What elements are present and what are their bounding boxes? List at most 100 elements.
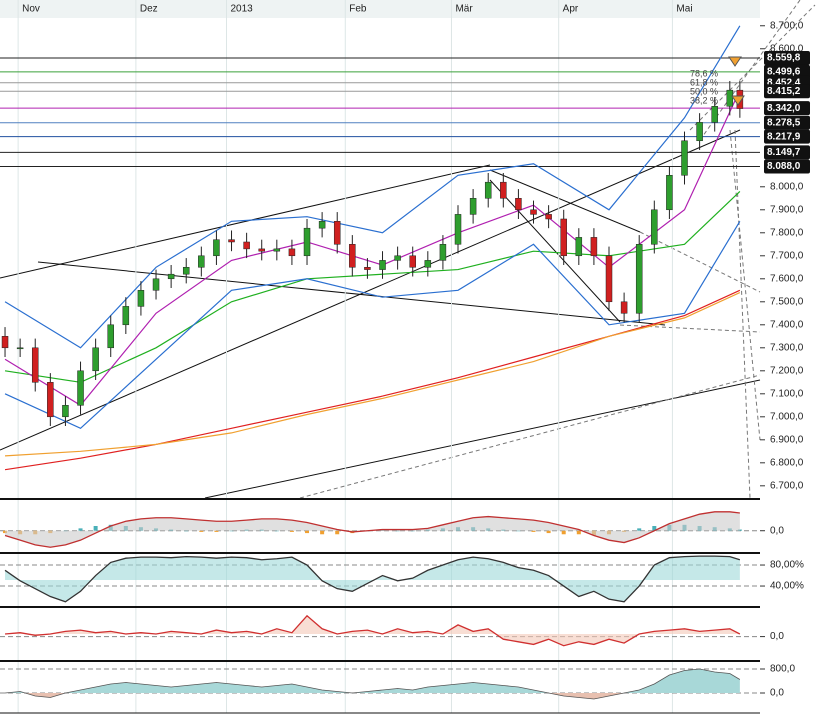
trend-line <box>639 231 761 293</box>
candle-body <box>530 209 537 215</box>
trend-line <box>299 374 761 499</box>
candle-body <box>182 267 190 275</box>
candle-body <box>258 248 265 252</box>
x-tick-label: Mai <box>676 4 692 15</box>
fib-label: 38,2 % <box>690 95 718 105</box>
y-tick-label: 80,00% <box>770 560 804 571</box>
y-tick-label: 7.700,0 <box>770 250 804 261</box>
candle-body <box>620 301 628 314</box>
fib-label: 61,8 % <box>690 77 718 87</box>
level-box <box>764 145 810 160</box>
fib-label: 78,6 % <box>690 68 718 78</box>
histogram-bar <box>516 530 521 532</box>
candle-body <box>318 221 326 229</box>
trend-line <box>0 129 741 451</box>
indicator-line <box>4 292 741 457</box>
level-label: 8.342,0 <box>767 103 801 114</box>
candle-body <box>696 122 703 142</box>
candle-body <box>213 239 220 257</box>
candle-body <box>92 347 99 372</box>
fib-label: 50,0 % <box>690 86 718 96</box>
histogram-bar <box>637 528 642 531</box>
histogram-bar <box>531 530 536 532</box>
candle-body <box>16 347 24 350</box>
histogram-bar <box>320 530 325 535</box>
histogram-bar <box>576 530 581 535</box>
marker <box>731 95 745 106</box>
indicator-line <box>4 220 741 430</box>
level-box <box>764 84 810 99</box>
candle-body <box>303 227 311 257</box>
candle-body <box>333 221 341 245</box>
candle-body <box>47 382 54 418</box>
trend-line <box>734 129 751 499</box>
y-tick-label: 8.600,0 <box>770 43 804 54</box>
x-tick-label: Mär <box>455 4 473 15</box>
level-label: 8.559,8 <box>767 53 801 64</box>
candle-body <box>711 106 718 123</box>
x-tick-label: Dez <box>140 4 158 15</box>
y-tick-label: 7.500,0 <box>770 296 804 307</box>
level-box <box>764 101 810 116</box>
histogram-bar <box>184 530 189 532</box>
y-tick-label: 7.600,0 <box>770 273 804 284</box>
y-tick-label: 7.000,0 <box>770 411 804 422</box>
area-fill <box>5 668 740 694</box>
y-tick-label: 0,0 <box>770 688 784 699</box>
histogram-bar <box>395 530 400 532</box>
trend-line <box>729 129 761 441</box>
trend-lines <box>0 0 816 499</box>
level-label: 8.088,0 <box>767 161 801 172</box>
level-box <box>764 64 810 79</box>
histogram-bar <box>274 530 279 532</box>
trend-line <box>489 179 621 323</box>
level-label: 8.499,6 <box>767 66 801 77</box>
y-tick-label: 40,00% <box>770 581 804 592</box>
candle-body <box>137 290 145 307</box>
candle-body <box>409 255 416 268</box>
histogram-bar <box>561 530 566 535</box>
candle-body <box>500 181 507 199</box>
candle-body <box>726 89 734 107</box>
trend-line <box>37 261 666 326</box>
candle-body <box>545 214 552 220</box>
y-tick-label: 0,0 <box>770 525 784 536</box>
level-label: 8.149,7 <box>767 147 801 158</box>
x-tick-label: 2013 <box>230 4 253 15</box>
candle-body <box>454 214 462 245</box>
y-tick-label: 6.700,0 <box>770 480 804 491</box>
histogram-bar <box>335 530 340 535</box>
line-fill <box>5 615 740 646</box>
candle-body <box>152 278 160 291</box>
histogram-bar <box>305 530 310 534</box>
level-label: 8.278,5 <box>767 117 801 128</box>
y-tick-label: 8.700,0 <box>770 20 804 31</box>
histogram-bar <box>78 528 83 531</box>
candle-body <box>228 239 235 243</box>
histogram-bar <box>199 530 204 532</box>
level-label: 8.415,2 <box>767 86 801 97</box>
candle-body <box>273 248 281 252</box>
trend-line <box>689 4 816 131</box>
y-tick-label: 6.800,0 <box>770 457 804 468</box>
trend-line <box>489 169 641 233</box>
indicator-line <box>4 289 741 471</box>
level-label: 8.452,4 <box>767 77 801 88</box>
candle-body <box>484 181 492 199</box>
candle-body <box>167 273 175 280</box>
histogram-bar <box>546 530 551 534</box>
indicator-line <box>4 555 741 603</box>
candle-body <box>122 306 130 326</box>
candle-body <box>651 209 658 245</box>
indicator-line <box>4 614 741 647</box>
y-tick-label: 7.400,0 <box>770 319 804 330</box>
candle-body <box>379 260 386 270</box>
trend-line <box>619 324 761 333</box>
candle-body <box>349 244 356 268</box>
candle-body <box>31 347 39 383</box>
y-tick-label: 800,0 <box>770 664 795 675</box>
candle-body <box>288 248 296 257</box>
candle-body <box>62 405 69 418</box>
x-tick-label: Nov <box>22 4 40 15</box>
